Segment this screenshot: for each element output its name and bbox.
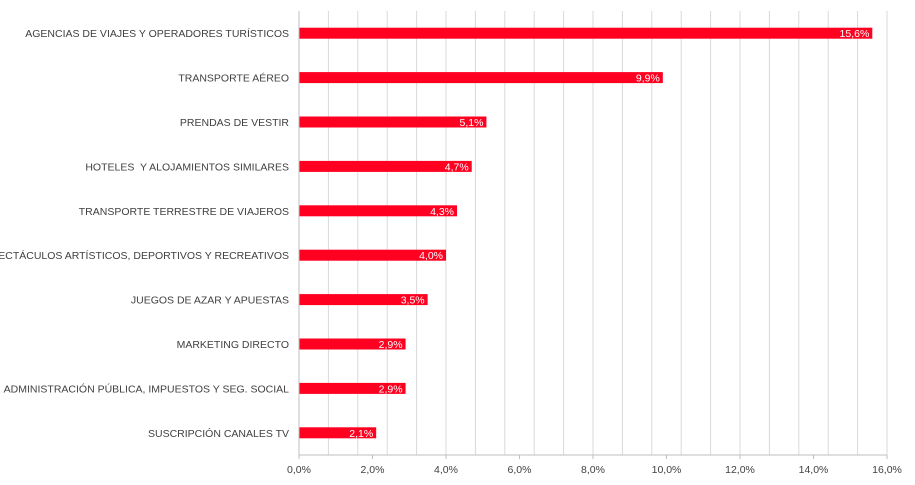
data-label: 4,3%: [430, 206, 454, 218]
data-label: 2,1%: [349, 428, 373, 440]
category-label: JUEGOS DE AZAR Y APUESTAS: [131, 295, 289, 307]
x-tick-label: 16,0%: [872, 464, 902, 476]
category-label: HOTELES Y ALOJAMIENTOS SIMILARES: [85, 161, 289, 173]
category-label: TRANSPORTE AÉREO: [178, 72, 289, 85]
category-label: PRENDAS DE VESTIR: [180, 117, 290, 129]
x-tick-label: 6,0%: [508, 464, 532, 476]
bar: [299, 294, 428, 306]
category-labels: AGENCIAS DE VIAJES Y OPERADORES TURÍSTIC…: [0, 27, 289, 440]
data-label: 5,1%: [459, 117, 483, 129]
category-label: ESPECTÁCULOS ARTÍSTICOS, DEPORTIVOS Y RE…: [0, 249, 289, 262]
x-tick-label: 4,0%: [434, 464, 458, 476]
bars: [299, 27, 873, 439]
bar: [299, 249, 446, 261]
x-tick-label: 8,0%: [581, 464, 605, 476]
data-label: 2,9%: [379, 383, 403, 395]
bar: [299, 27, 873, 39]
category-label: ADMINISTRACIÓN PÚBLICA, IMPUESTOS Y SEG.…: [4, 382, 289, 395]
x-axis: 0,0% 2,0% 4,0% 6,0% 8,0% 10,0% 12,0% 14,0% 16,0%: [287, 11, 902, 476]
bar: [299, 72, 663, 84]
data-label: 15,6%: [840, 28, 870, 40]
bar: [299, 160, 472, 172]
bar: [299, 427, 377, 439]
data-label: 3,5%: [401, 295, 425, 307]
x-tick-label: 12,0%: [725, 464, 755, 476]
bar: [299, 382, 406, 394]
gridlines: [327, 11, 888, 455]
data-label: 9,9%: [636, 73, 660, 85]
bar: [299, 116, 487, 128]
bar: [299, 338, 406, 350]
data-label: 4,7%: [445, 161, 469, 173]
category-label: MARKETING DIRECTO: [177, 339, 289, 351]
x-tick-label: 10,0%: [652, 464, 682, 476]
data-label: 4,0%: [419, 250, 443, 262]
x-tick-label: 14,0%: [799, 464, 829, 476]
data-label: 2,9%: [379, 339, 403, 351]
x-tick-label: 0,0%: [287, 464, 311, 476]
category-label: TRANSPORTE TERRESTRE DE VIAJEROS: [79, 206, 289, 218]
category-label: AGENCIAS DE VIAJES Y OPERADORES TURÍSTIC…: [25, 27, 289, 40]
bar: [299, 205, 458, 217]
category-label: SUSCRIPCIÓN CANALES TV: [148, 427, 289, 440]
x-tick-label: 2,0%: [361, 464, 385, 476]
data-labels: 15,6% 9,9% 5,1% 4,7% 4,3% 4,0% 3,5% 2,9% 2,9% 2,1…: [349, 28, 869, 440]
